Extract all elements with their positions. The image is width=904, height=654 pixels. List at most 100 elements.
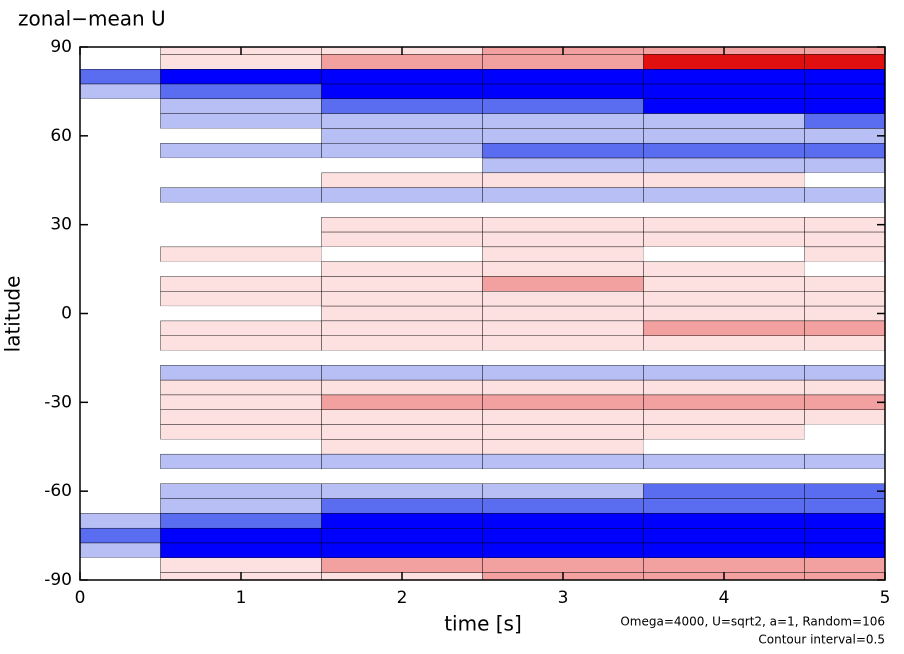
contour-cell — [482, 542, 644, 558]
contour-cell — [80, 335, 161, 351]
contour-cell — [804, 572, 886, 581]
contour-cell — [643, 379, 805, 396]
contour-cell — [321, 527, 483, 544]
contour-cell — [643, 365, 805, 381]
contour-cell — [321, 143, 483, 159]
contour-cell — [321, 54, 483, 70]
contour-cell — [160, 128, 322, 144]
contour-cell — [482, 439, 644, 455]
contour-cell — [160, 158, 322, 173]
contour-cell — [79, 542, 161, 558]
contour-cell — [80, 217, 161, 233]
contour-cell — [160, 54, 322, 70]
contour-cell — [482, 54, 644, 70]
contour-cell — [160, 306, 322, 321]
contour-cell — [643, 394, 805, 410]
contour-cell — [80, 498, 161, 514]
contour-cell — [643, 128, 805, 144]
contour-cell — [160, 483, 322, 499]
contour-cell — [79, 527, 161, 544]
contour-cell — [804, 46, 886, 55]
contour-cell — [482, 483, 644, 499]
contour-cell — [804, 231, 886, 248]
contour-cell — [804, 157, 886, 174]
contour-cell — [482, 217, 644, 233]
contour-cell — [160, 276, 322, 292]
contour-cell — [80, 261, 161, 277]
contour-cell — [80, 320, 161, 336]
contour-cell — [482, 379, 644, 396]
contour-cell — [321, 202, 483, 218]
contour-cell — [321, 305, 483, 322]
contour-cell — [643, 542, 805, 558]
contour-cell — [482, 409, 644, 425]
contour-cell — [80, 54, 161, 70]
contour-cell — [80, 365, 161, 381]
contour-cell — [160, 409, 322, 425]
y-tick-label: 60 — [50, 126, 72, 146]
contour-cell — [160, 335, 322, 351]
contour-cell — [321, 98, 483, 114]
contour-cell — [643, 335, 805, 351]
contour-cell — [804, 98, 886, 114]
contour-cell — [321, 158, 483, 173]
contour-cell — [643, 424, 805, 440]
contour-cell — [643, 468, 805, 484]
contour-cell — [80, 232, 161, 247]
contour-cell — [160, 394, 322, 410]
contour-cell — [321, 409, 483, 425]
contour-cell — [643, 83, 805, 100]
contour-cell — [160, 350, 322, 366]
contour-cell — [321, 557, 483, 573]
contour-cell — [643, 172, 805, 188]
contour-cell — [80, 380, 161, 395]
contour-cell — [321, 439, 483, 455]
contour-cell — [643, 246, 805, 262]
y-tick-label: 90 — [50, 37, 72, 57]
contour-cell — [321, 217, 483, 233]
contour-cell — [321, 424, 483, 440]
contour-cell — [643, 202, 805, 218]
contour-cell — [643, 69, 805, 85]
contour-cell — [804, 291, 886, 307]
contour-cell — [160, 172, 322, 188]
contour-cell — [160, 468, 322, 484]
contour-cell — [804, 409, 886, 425]
contour-cell — [160, 69, 322, 85]
contour-cell — [804, 542, 886, 558]
contour-cell — [321, 187, 483, 203]
contour-cell — [321, 513, 483, 529]
contour-cell — [804, 113, 886, 129]
contour-cell — [321, 320, 483, 336]
contour-cell — [643, 113, 805, 129]
contour-cell — [160, 453, 322, 470]
contour-cell — [321, 365, 483, 381]
contour-cell — [643, 157, 805, 174]
contour-cell — [643, 98, 805, 114]
contour-cell — [643, 483, 805, 499]
contour-cell — [160, 365, 322, 381]
contour-cell — [804, 379, 886, 396]
contour-cell — [160, 143, 322, 159]
contour-cell — [80, 143, 161, 159]
contour-cell — [160, 113, 322, 129]
contour-cell — [804, 187, 886, 203]
contour-cell — [80, 113, 161, 129]
contour-cell — [321, 231, 483, 248]
contour-cell — [643, 143, 805, 159]
contour-cell — [160, 557, 322, 573]
contour-cell — [643, 409, 805, 425]
x-tick-label: 2 — [397, 588, 408, 608]
contour-cell — [804, 424, 885, 440]
chart-title: zonal−mean U — [18, 7, 166, 31]
contour-cell — [80, 394, 161, 410]
annotation: Omega=4000, U=sqrt2, a=1, Random=106 — [620, 615, 885, 629]
y-axis-label: latitude — [1, 276, 25, 353]
contour-cell — [80, 158, 161, 173]
contour-cell — [80, 454, 161, 469]
contour-cell — [160, 379, 322, 396]
contour-cell — [80, 291, 161, 307]
contour-cell — [804, 453, 886, 470]
contour-cell — [804, 557, 886, 573]
contour-cell — [482, 98, 644, 114]
